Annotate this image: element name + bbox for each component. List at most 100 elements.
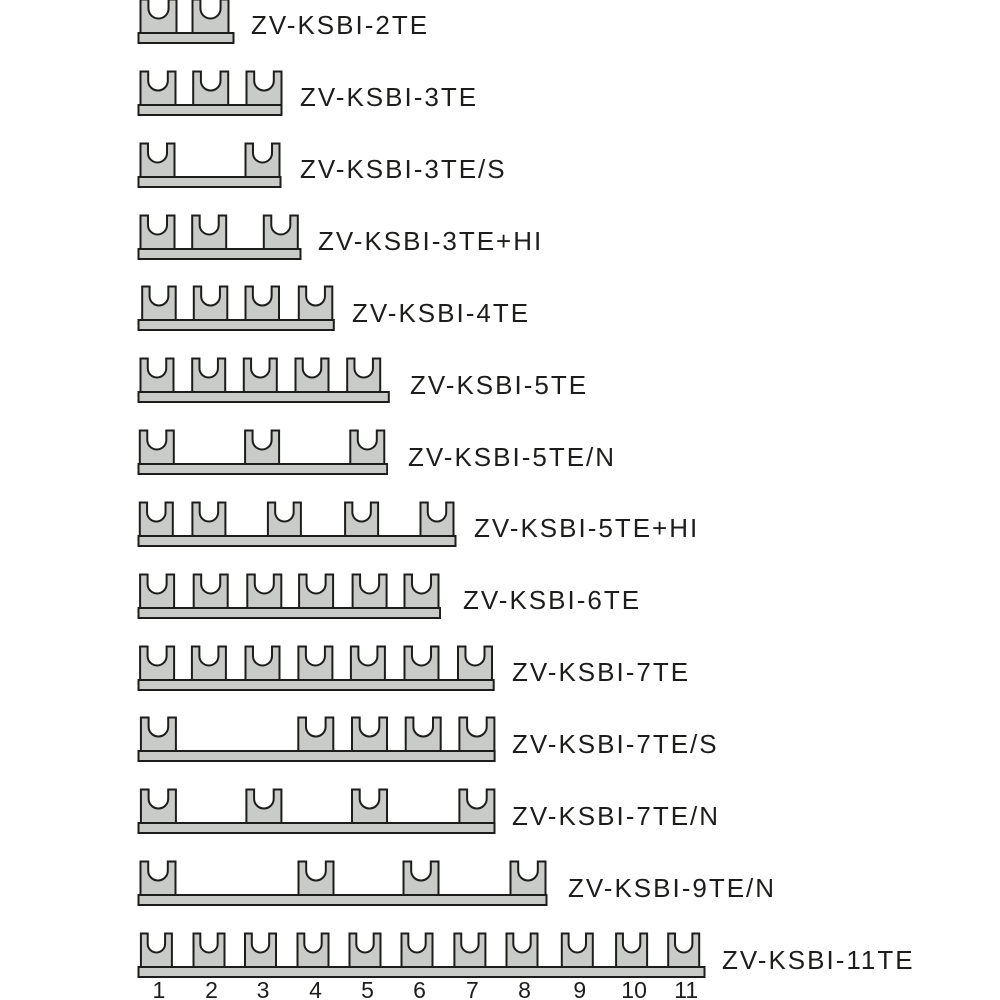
- position-number-2: 2: [205, 977, 218, 1000]
- busbar-graphic: [137, 788, 495, 835]
- fork-slot-6: [402, 645, 439, 681]
- fork-slot-8: [509, 860, 546, 897]
- fork-slot-1: [138, 429, 175, 465]
- position-number-11: 11: [674, 977, 699, 1000]
- position-number-5: 5: [361, 977, 374, 1000]
- fork-slot-3: [244, 142, 280, 178]
- busbar-type-label: ZV-KSBI-11TE: [722, 944, 915, 975]
- fork-slot-2: [191, 70, 229, 106]
- fork-slot-11: [666, 932, 700, 968]
- fork-slot-4: [343, 501, 379, 537]
- busbar-rail: [136, 462, 388, 475]
- fork-slot-9: [560, 932, 594, 968]
- fork-slot-5: [351, 573, 388, 609]
- fork-slot-4: [297, 860, 334, 897]
- fork-slot-1: [139, 932, 173, 968]
- fork-slot-1: [138, 645, 175, 681]
- busbar-type-label: ZV-KSBI-5TE/N: [408, 441, 617, 472]
- busbar-type-label: ZV-KSBI-7TE/S: [512, 728, 719, 759]
- busbar-type-label: ZV-KSBI-2TE: [251, 10, 430, 41]
- busbar-rail: [137, 103, 282, 116]
- fork-slot-3: [243, 429, 280, 465]
- busbar-graphic: [136, 285, 335, 332]
- busbar-rail: [136, 391, 390, 404]
- fork-slot-3: [243, 932, 277, 968]
- fork-slot-5: [419, 501, 454, 537]
- busbar-graphic: [137, 142, 281, 188]
- fork-slot-1: [138, 357, 174, 394]
- busbar-graphic: [136, 429, 388, 475]
- busbar-type-label: ZV-KSBI-9TE/N: [568, 872, 777, 903]
- fork-slot-3: [266, 501, 302, 537]
- busbar-graphic: [136, 573, 441, 619]
- busbar-graphic: [137, 501, 456, 547]
- busbar-graphic: [136, 357, 390, 404]
- position-number-1: 1: [152, 977, 166, 1000]
- busbar-rail: [137, 247, 301, 260]
- fork-slot-4: [297, 573, 334, 609]
- fork-slot-2: [190, 645, 227, 681]
- busbar-type-label: ZV-KSBI-3TE+HI: [318, 226, 544, 256]
- fork-slot-2: [190, 501, 226, 537]
- position-number-8: 8: [518, 977, 531, 1000]
- fork-slot-3: [243, 645, 280, 681]
- busbar-rail: [137, 822, 495, 835]
- fork-slot-4: [296, 932, 329, 968]
- fork-slot-5: [345, 357, 381, 394]
- position-number-3: 3: [256, 977, 270, 1000]
- busbar-type-label: ZV-KSBI-7TE: [512, 657, 691, 688]
- fork-slot-2: [192, 932, 225, 968]
- fork-slot-1: [139, 716, 177, 753]
- busbar-graphic: [137, 932, 705, 978]
- busbar-type-label: ZV-KSBI-7TE/N: [512, 800, 721, 831]
- position-number-7: 7: [465, 977, 479, 1000]
- fork-slot-8: [505, 932, 538, 968]
- fork-slot-10: [614, 932, 648, 968]
- fork-slot-6: [402, 860, 439, 897]
- busbar-rail: [136, 606, 441, 619]
- fork-slot-3: [242, 357, 278, 394]
- position-number-10: 10: [621, 977, 647, 1000]
- fork-slot-3: [262, 214, 299, 250]
- fork-slot-6: [400, 932, 433, 968]
- fork-slot-4: [293, 357, 329, 394]
- busbar-rail: [137, 534, 456, 547]
- fork-slot-7: [457, 716, 495, 753]
- fork-slot-6: [402, 573, 439, 609]
- fork-slot-1: [139, 70, 176, 106]
- fork-slot-7: [452, 932, 486, 968]
- fork-slot-1: [139, 788, 177, 825]
- busbar-graphic: [137, 0, 234, 44]
- busbar-type-label: ZV-KSBI-3TE: [300, 82, 479, 113]
- fork-slot-7: [457, 788, 495, 825]
- busbar-rail: [137, 894, 547, 907]
- busbar-rail: [136, 678, 495, 691]
- busbar-type-label: ZV-KSBI-4TE: [352, 297, 531, 328]
- fork-slot-1: [139, 142, 175, 178]
- busbar-rail: [137, 175, 281, 188]
- fork-slot-5: [348, 932, 381, 968]
- busbar-type-label: ZV-KSBI-5TE+HI: [474, 513, 700, 544]
- busbar-graphic: [137, 860, 547, 907]
- fork-slot-3: [245, 70, 282, 106]
- fork-slot-2: [190, 357, 226, 394]
- fork-slot-5: [348, 429, 385, 465]
- busbar-rail: [136, 319, 335, 332]
- fork-slot-5: [350, 788, 388, 825]
- fork-slot-2: [190, 214, 227, 250]
- fork-slot-4: [296, 645, 333, 681]
- fork-slot-1: [138, 573, 175, 609]
- fork-slot-2: [192, 285, 228, 322]
- fork-slot-1: [139, 860, 176, 897]
- fork-slot-5: [349, 645, 386, 681]
- fork-slot-7: [456, 645, 493, 681]
- position-number-4: 4: [309, 977, 322, 1000]
- fork-slot-6: [404, 716, 442, 753]
- fork-slot-1: [139, 0, 177, 34]
- busbar-graphic: [137, 214, 301, 260]
- busbar-graphic: [136, 716, 496, 763]
- fork-slot-2: [192, 573, 229, 609]
- busbar-graphic: [136, 645, 495, 691]
- fork-slot-5: [350, 716, 388, 753]
- busbar-type-label: ZV-KSBI-5TE: [410, 369, 589, 400]
